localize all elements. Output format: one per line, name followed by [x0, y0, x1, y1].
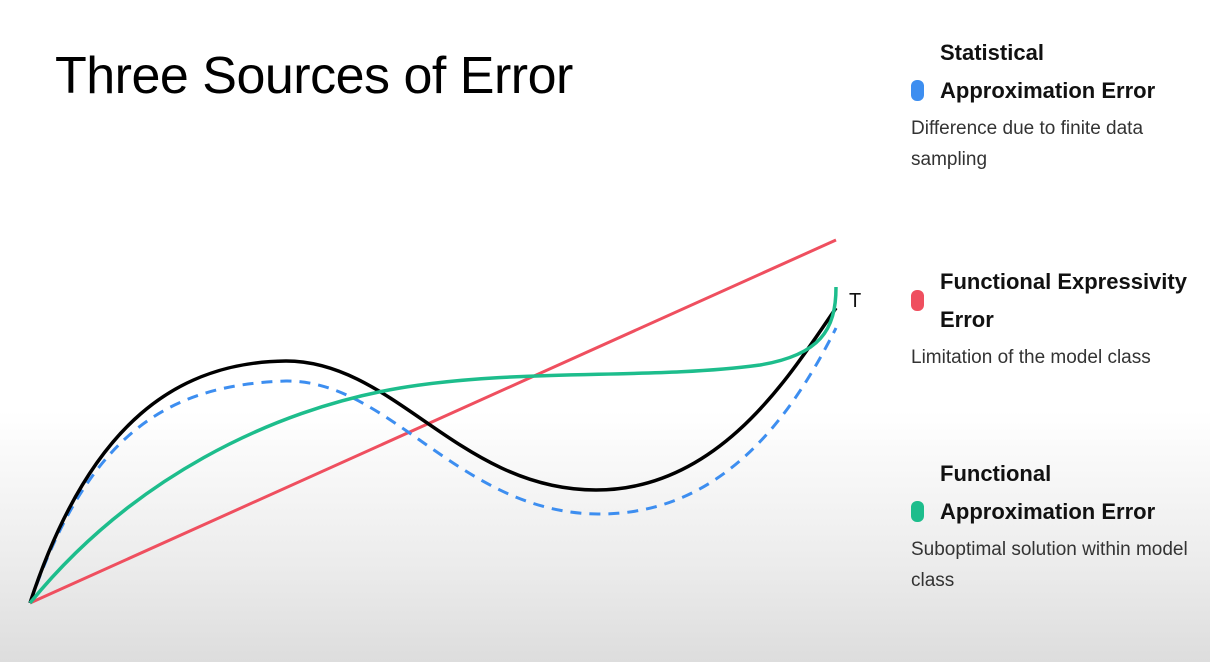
- legend-expressivity: Functional Expressivity Error Limitation…: [911, 263, 1201, 373]
- red-dot-icon: [911, 290, 924, 311]
- legend-description: Difference due to finite data sampling: [911, 118, 1144, 170]
- statistical-curve: [28, 327, 838, 604]
- legend-approximation: Functional Approximation Error Suboptima…: [911, 455, 1201, 596]
- green-dot-icon: [911, 501, 924, 522]
- legend-description: Limitation of the model class: [911, 347, 1151, 368]
- slide-title: Three Sources of Error: [55, 47, 573, 105]
- cut-label: T: [849, 290, 861, 312]
- blue-dot-icon: [911, 80, 924, 101]
- expressivity-line: [29, 238, 837, 605]
- legend-statistical: Statistical Approximation Error Differen…: [911, 34, 1201, 175]
- legend-description: Suboptimal solution within model class: [911, 539, 1188, 591]
- true-function-curve: [28, 307, 838, 604]
- legend-label: Functional Expressivity Error: [940, 269, 1187, 332]
- legend-label: Functional Approximation Error: [940, 461, 1156, 524]
- approximation-curve: [28, 286, 838, 605]
- legend-label: Statistical Approximation Error: [940, 40, 1156, 103]
